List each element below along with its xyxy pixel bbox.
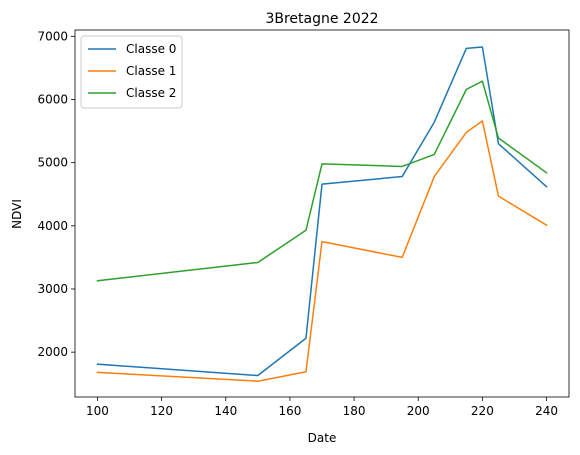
plot-area bbox=[74, 29, 570, 398]
x-tick-label: 200 bbox=[407, 404, 430, 418]
y-tick-label: 6000 bbox=[37, 92, 68, 106]
x-tick-label: 240 bbox=[535, 404, 558, 418]
x-tick-label: 160 bbox=[278, 404, 301, 418]
legend-box bbox=[80, 35, 183, 109]
chart-title: 3Bretagne 2022 bbox=[265, 11, 378, 27]
y-tick-label: 4000 bbox=[37, 219, 68, 233]
legend-label: Classe 2 bbox=[126, 86, 176, 100]
x-tick-label: 220 bbox=[471, 404, 494, 418]
y-axis: 2000 3000 4000 5000 6000 7000 bbox=[37, 29, 75, 359]
y-tick-label: 5000 bbox=[37, 156, 68, 170]
legend-label: Classe 1 bbox=[126, 64, 176, 78]
y-tick-label: 7000 bbox=[37, 29, 68, 43]
series-line-classe-0 bbox=[96, 46, 548, 377]
plot-frame bbox=[74, 29, 570, 398]
y-axis-label: NDVI bbox=[10, 199, 24, 229]
x-axis: 100 120 140 160 180 200 220 240 bbox=[86, 397, 558, 418]
series-line-classe-1 bbox=[96, 120, 548, 382]
x-tick-label: 120 bbox=[150, 404, 173, 418]
y-tick-label: 2000 bbox=[37, 345, 68, 359]
x-tick-label: 140 bbox=[214, 404, 237, 418]
x-tick-label: 180 bbox=[343, 404, 366, 418]
series-layer bbox=[96, 46, 548, 382]
legend-label: Classe 0 bbox=[126, 42, 176, 56]
y-tick-label: 3000 bbox=[37, 282, 68, 296]
legend: Classe 0 Classe 1 Classe 2 bbox=[80, 35, 183, 109]
x-axis-label: Date bbox=[308, 431, 337, 445]
series-line-classe-2 bbox=[96, 80, 548, 282]
x-tick-label: 100 bbox=[86, 404, 109, 418]
